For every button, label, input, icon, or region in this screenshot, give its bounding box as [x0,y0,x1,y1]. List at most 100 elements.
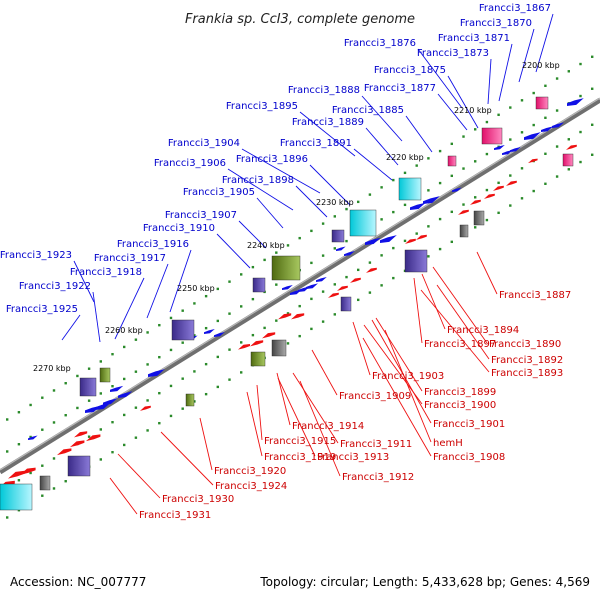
tick-dot [146,363,149,366]
reverse-gene-arrow [70,440,85,448]
tick-dot [591,123,594,126]
reverse-leader-line [277,377,316,457]
forward-gene-arrow [452,187,462,192]
gene-block [0,483,33,511]
tick-dot [368,193,372,196]
tick-dot [52,389,56,392]
gene-block [473,210,485,226]
tick-dot [111,420,114,424]
tick-dot [544,152,547,155]
forward-gene-arrow [316,276,327,282]
tick-dot [415,232,418,235]
tick-dot [474,226,477,229]
tick-dot [591,55,594,58]
forward-leader-line [518,28,535,83]
reverse-leader-line [436,284,490,360]
tick-dot [6,418,9,421]
reverse-gene-labels: Francci3_1887Francci3_1894Francci3_1890F… [139,290,571,521]
tick-dot [544,116,547,119]
tick-dot [29,435,32,439]
reverse-gene-label: Francci3_1913 [317,452,389,463]
tick-dot [368,261,372,264]
forward-gene-label: Francci3_1925 [6,304,78,315]
tick-dot [555,109,559,112]
forward-gene-label: Francci3_1906 [154,158,226,169]
forward-leader-line [437,93,468,131]
forward-leader-line [295,185,328,218]
tick-label: 2240 kbp [247,241,285,250]
tick-dot [321,254,325,257]
tick-dot [286,342,290,345]
tick-dot [64,480,67,483]
forward-gene-arrow [524,132,541,140]
tick-dot [403,203,407,207]
tick-dot [310,327,313,331]
forward-leader-line [238,220,267,249]
forward-gene-arrow [148,369,165,377]
tick-dot [333,283,336,286]
forward-leader-line [61,314,81,341]
tick-dot [286,312,290,315]
tick-dot [169,316,173,320]
forward-gene-arrow [510,146,521,152]
reverse-gene-label: Francci3_1903 [372,371,444,382]
forward-leader-line [146,263,169,319]
reverse-gene-arrow [470,199,481,205]
genome-summary: Topology: circular; Length: 5,433,628 bp… [259,575,590,589]
reverse-gene-arrow [458,209,469,215]
reverse-leader-line [276,372,291,426]
reverse-gene-arrow [337,285,348,291]
reverse-leader-line [292,372,339,444]
genome-backbone [0,97,600,475]
forward-gene-label: Francci3_1867 [479,3,551,14]
tick-dot [579,130,582,134]
tick-dot [240,305,243,308]
tick-dot [123,377,126,381]
tick-dot [240,273,243,276]
gene-block [67,455,91,477]
tick-dot [310,229,313,233]
tick-dot [240,341,243,344]
tick-dot [357,268,360,272]
tick-dot [485,188,489,192]
forward-gene-labels: Francci3_1867 Francci3_1870 Francci3_1871 F… [0,3,551,315]
tick-dot [263,258,266,262]
tick-dot [228,348,231,351]
tick-dot [41,428,44,431]
tick-dot [216,287,219,291]
tick-dot [462,135,465,138]
tick-dot [181,309,184,312]
tick-dot [204,362,208,366]
tick-dot [520,99,524,102]
tick-dot [509,106,512,109]
tick-dot [579,62,582,66]
tick-dot [450,174,453,178]
reverse-gene-label: Francci3_1901 [433,419,505,430]
tick-dot [380,284,383,287]
forward-gene-label: Francci3_1873 [417,48,489,59]
gene-block [349,209,377,237]
tick-dot [204,326,208,330]
tick-dot [76,406,79,410]
gene-block [171,319,195,341]
gene-block [340,296,352,312]
forward-gene-label: Francci3_1917 [94,253,166,264]
tick-dot [333,247,336,250]
forward-gene-label: Francci3_1876 [344,38,416,49]
reverse-gene-label: Francci3_1887 [499,290,571,301]
tick-label: 2220 kbp [386,153,424,162]
tick-dot [310,261,313,265]
reverse-gene-arrow [366,267,377,273]
reverse-leader-line [362,337,432,457]
forward-gene-arrow [103,398,118,405]
tick-dot [158,421,161,425]
tick-dot [275,251,278,254]
reverse-gene-label: Francci3_1924 [215,481,287,492]
reverse-gene-arrow [8,470,25,479]
forward-gene-arrow [110,385,124,392]
gene-block [250,351,266,367]
forward-leader-line [498,43,513,102]
forward-gene-arrow [214,331,225,337]
tick-label: 2210 kbp [454,106,492,115]
forward-gene-arrow [552,122,564,128]
